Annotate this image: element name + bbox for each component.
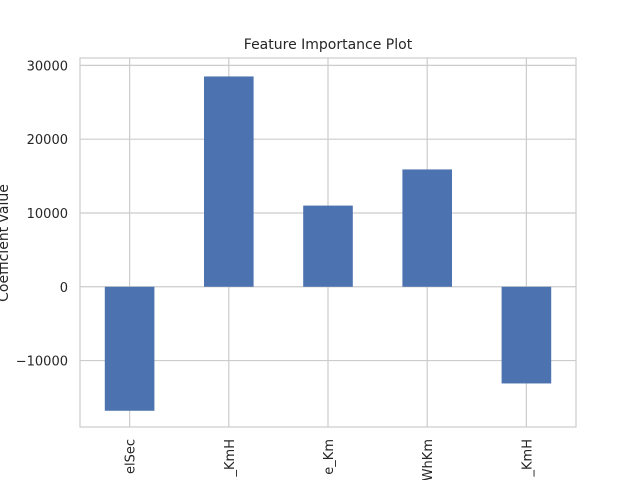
y-tick-label: 20000 (27, 133, 68, 148)
plot-border (79, 57, 577, 428)
y-tick-label: 30000 (27, 59, 68, 74)
y-tick-label: −10000 (16, 355, 68, 370)
bar (204, 76, 254, 287)
bar (501, 286, 552, 384)
bar (402, 169, 452, 287)
x-tick-label: elSec (124, 439, 139, 474)
x-tick-label: _KmH (223, 439, 238, 477)
x-tick-labels: elSec _KmH e_Km WhKm _KmH (124, 439, 536, 480)
y-tick-labels: −10000 0 10000 20000 30000 (16, 59, 68, 369)
y-axis-label: Coefficient value (0, 184, 12, 302)
y-tick-label: 10000 (27, 207, 68, 222)
bars-layer (104, 76, 552, 411)
x-tick-label: WhKm (421, 439, 436, 480)
y-tick-label: 0 (60, 281, 68, 296)
x-tick-label: _KmH (520, 439, 535, 477)
bar (104, 286, 155, 411)
x-tick-label: e_Km (322, 439, 337, 475)
bar (303, 205, 353, 287)
chart-title: Feature Importance Plot (244, 37, 413, 53)
